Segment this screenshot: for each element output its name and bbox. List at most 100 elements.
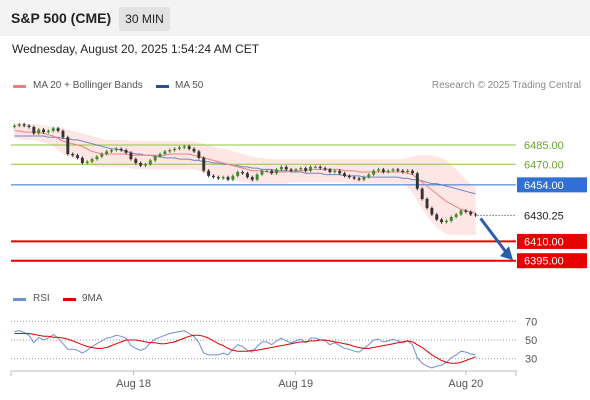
candle-body (163, 151, 167, 154)
candle-body (343, 173, 346, 176)
timeframe-button[interactable]: 30 MIN (119, 7, 170, 31)
level-label-6454.00: 6454.00 (524, 180, 564, 192)
candle-body (289, 169, 293, 171)
candle-body (425, 199, 429, 208)
ma50-legend-swatch (156, 85, 169, 88)
timestamp: Wednesday, August 20, 2025 1:54:24 AM CE… (12, 42, 260, 56)
level-box-6410.00 (517, 233, 587, 249)
candle-body (328, 169, 332, 172)
candle-body (265, 170, 269, 172)
candle-body (51, 128, 55, 131)
candle-body (110, 150, 113, 152)
candle-body (347, 175, 351, 178)
ma50-legend-label: MA 50 (175, 80, 204, 91)
candle-body (255, 174, 259, 180)
candle-body (134, 159, 138, 163)
candle-body (46, 130, 50, 133)
rsi-tick-label: 50 (525, 335, 537, 347)
candle-body (275, 169, 279, 174)
level-label-6395.00: 6395.00 (524, 256, 564, 268)
forecast-arrow-head (500, 246, 513, 261)
ma50-line (14, 135, 476, 195)
ma20-line (14, 130, 476, 214)
candle-body (144, 164, 147, 166)
rsi-ma-line (14, 333, 476, 364)
ma20-legend-swatch (13, 85, 26, 88)
bollinger-band (14, 123, 476, 235)
ma20-legend-label: MA 20 + Bollinger Bands (33, 80, 143, 91)
last-price-label: 6430.25 (524, 210, 564, 222)
candle-body (182, 146, 186, 148)
candle-body (454, 214, 458, 217)
candle-body (260, 170, 264, 175)
rsi-line (14, 330, 476, 369)
candle-body (12, 125, 16, 127)
candle-body (362, 177, 366, 180)
candle-body (114, 148, 118, 151)
candle-body (80, 157, 84, 163)
candle-body (401, 170, 405, 172)
candle-body (415, 173, 419, 189)
candle-body (406, 170, 410, 172)
candle-body (381, 169, 385, 172)
candle-body (148, 160, 152, 165)
candle-body (37, 129, 41, 134)
rsi-tick-label: 70 (525, 316, 537, 328)
candle-body (386, 170, 390, 172)
candle-body (100, 154, 104, 157)
candle-body (420, 188, 424, 199)
candle-body (435, 214, 439, 220)
candle-body (313, 166, 317, 168)
candle-body (294, 169, 298, 171)
rsi-legend-swatch (13, 298, 26, 301)
x-tick-label: Aug 20 (448, 378, 483, 390)
candle-body (22, 124, 26, 126)
candle-body (119, 148, 123, 151)
candle-body (226, 177, 230, 180)
credit-text: Research © 2025 Trading Central (431, 80, 581, 91)
candle-body (367, 174, 371, 178)
candle-body (474, 214, 478, 216)
candle-body (27, 125, 31, 127)
candle-body (168, 150, 172, 152)
candle-body (153, 156, 157, 161)
candle-body (449, 217, 453, 221)
candle-body (241, 172, 245, 174)
instrument-title: S&P 500 (CME) (11, 10, 112, 26)
candle-body (284, 166, 288, 170)
candle-body (211, 175, 215, 178)
candle-body (17, 124, 21, 126)
candle-body (139, 163, 143, 166)
candle-body (90, 159, 94, 162)
candle-body (323, 168, 327, 170)
rsi-tick-label: 30 (525, 354, 537, 366)
level-label-6410.00: 6410.00 (524, 236, 564, 248)
rsi-ma-legend-label: 9MA (82, 293, 103, 304)
level-box-6395.00 (517, 253, 587, 269)
candle-body (299, 168, 303, 170)
candle-body (129, 152, 133, 160)
candle-body (61, 130, 65, 138)
candle-body (357, 178, 361, 180)
candle-body (178, 147, 181, 149)
rsi-ma-legend-swatch (63, 298, 76, 301)
candle-body (279, 166, 283, 170)
level-label-6470.00: 6470.00 (524, 159, 564, 171)
candle-body (430, 208, 434, 215)
candle-body (304, 168, 308, 171)
candle-body (56, 128, 60, 131)
candle-body (202, 157, 206, 171)
candle-body (469, 211, 473, 215)
candle-body (197, 151, 201, 158)
candle-body (464, 210, 468, 212)
candle-body (173, 148, 177, 151)
candle-body (192, 148, 196, 152)
candle-body (124, 150, 128, 153)
x-tick-label: Aug 18 (116, 378, 151, 390)
candle-body (333, 170, 337, 172)
candle-body (231, 175, 235, 180)
candle-body (377, 169, 380, 171)
candle-body (158, 154, 162, 157)
